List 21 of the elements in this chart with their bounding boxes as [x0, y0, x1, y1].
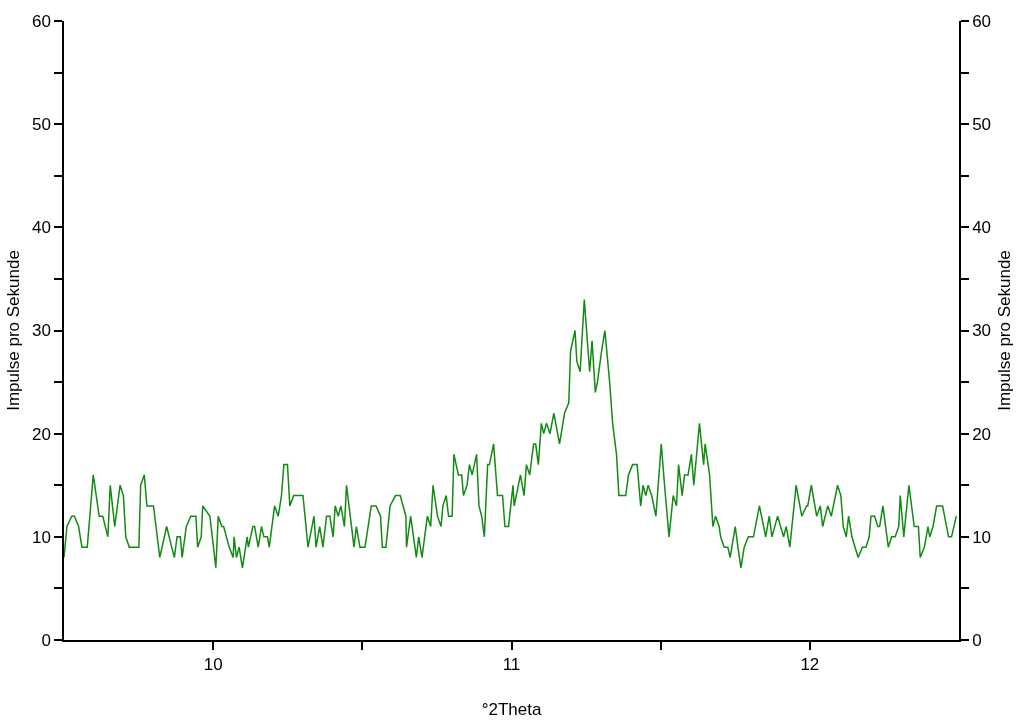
y-tick-label: 60 — [31, 11, 51, 31]
y-axis-title: Impulse pro Sekunde — [3, 250, 23, 411]
x-axis-title: °2Theta — [481, 700, 542, 720]
x-tick-label: 12 — [800, 655, 820, 675]
y2-tick-label: 20 — [972, 424, 992, 444]
y2-tick-label: 10 — [972, 527, 992, 547]
y2-tick-label: 50 — [972, 115, 992, 135]
y-tick-label: 30 — [31, 321, 51, 341]
y2-tick-label: 60 — [972, 11, 992, 31]
x-tick-label: 11 — [502, 655, 521, 675]
y-tick-label: 50 — [31, 115, 51, 135]
line-series — [64, 298, 958, 569]
y-tick-label: 20 — [31, 424, 51, 444]
y2-tick-label: 30 — [972, 321, 992, 341]
y2-tick-label: 0 — [972, 630, 982, 650]
y-tick-label: 40 — [31, 218, 51, 238]
y2-axis-title: Impulse pro Sekunde — [994, 250, 1014, 411]
y2-tick-label: 40 — [972, 218, 992, 238]
y-tick-label: 10 — [31, 527, 51, 547]
y-tick-label: 0 — [41, 630, 51, 650]
x-tick-label: 10 — [203, 655, 223, 675]
